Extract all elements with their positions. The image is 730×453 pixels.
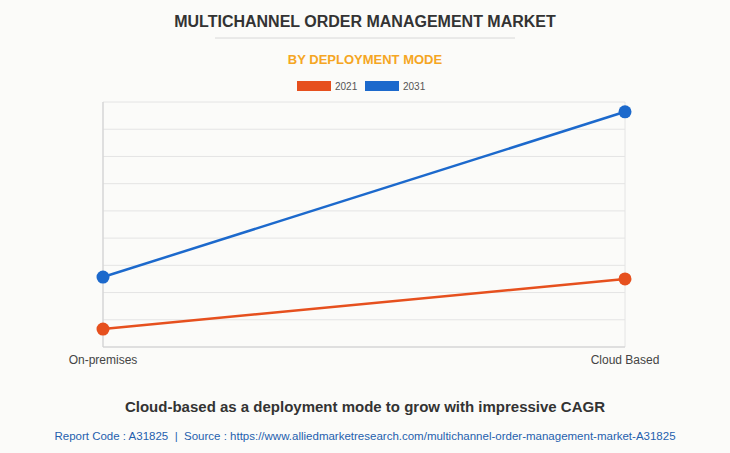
series-marker xyxy=(619,105,632,118)
series-line xyxy=(103,279,625,329)
y-grid-line xyxy=(103,183,625,184)
title: MULTICHANNEL ORDER MANAGEMENT MARKET xyxy=(174,13,556,30)
x-axis-line xyxy=(103,347,625,348)
y-grid-line xyxy=(103,319,625,320)
legend-label: 2031 xyxy=(403,81,426,92)
y-grid-line xyxy=(103,210,625,211)
y-axis-line xyxy=(103,102,104,347)
x-grid-line xyxy=(625,102,626,347)
y-grid-line xyxy=(103,265,625,266)
series-marker xyxy=(619,272,632,285)
background xyxy=(0,0,730,453)
legend-label: 2021 xyxy=(335,81,358,92)
series-marker xyxy=(97,323,110,336)
y-grid-line xyxy=(103,156,625,157)
grid xyxy=(103,102,625,347)
title-divider xyxy=(215,38,515,39)
y-grid-line xyxy=(103,292,625,293)
x-grid-line xyxy=(103,102,104,347)
y-grid-line xyxy=(103,129,625,130)
legend-swatch xyxy=(365,81,399,91)
series-line xyxy=(103,112,625,277)
y-grid-line xyxy=(103,347,625,348)
chart-container: MULTICHANNEL ORDER MANAGEMENT MARKET BY D… xyxy=(0,0,730,453)
x-tick-label: Cloud Based xyxy=(591,353,660,367)
chart-svg: MULTICHANNEL ORDER MANAGEMENT MARKET BY D… xyxy=(0,0,730,453)
data-layer xyxy=(97,105,632,335)
source-note: Report Code : A31825 | Source : https://… xyxy=(54,430,675,442)
series-marker xyxy=(97,271,110,284)
y-grid-line xyxy=(103,102,625,103)
caption: Cloud-based as a deployment mode to grow… xyxy=(125,398,605,415)
legend-swatch xyxy=(297,81,331,91)
y-grid-line xyxy=(103,238,625,239)
subtitle: BY DEPLOYMENT MODE xyxy=(288,52,443,67)
legend: 2021 2031 xyxy=(297,81,426,92)
x-tick-label: On-premises xyxy=(69,353,138,367)
